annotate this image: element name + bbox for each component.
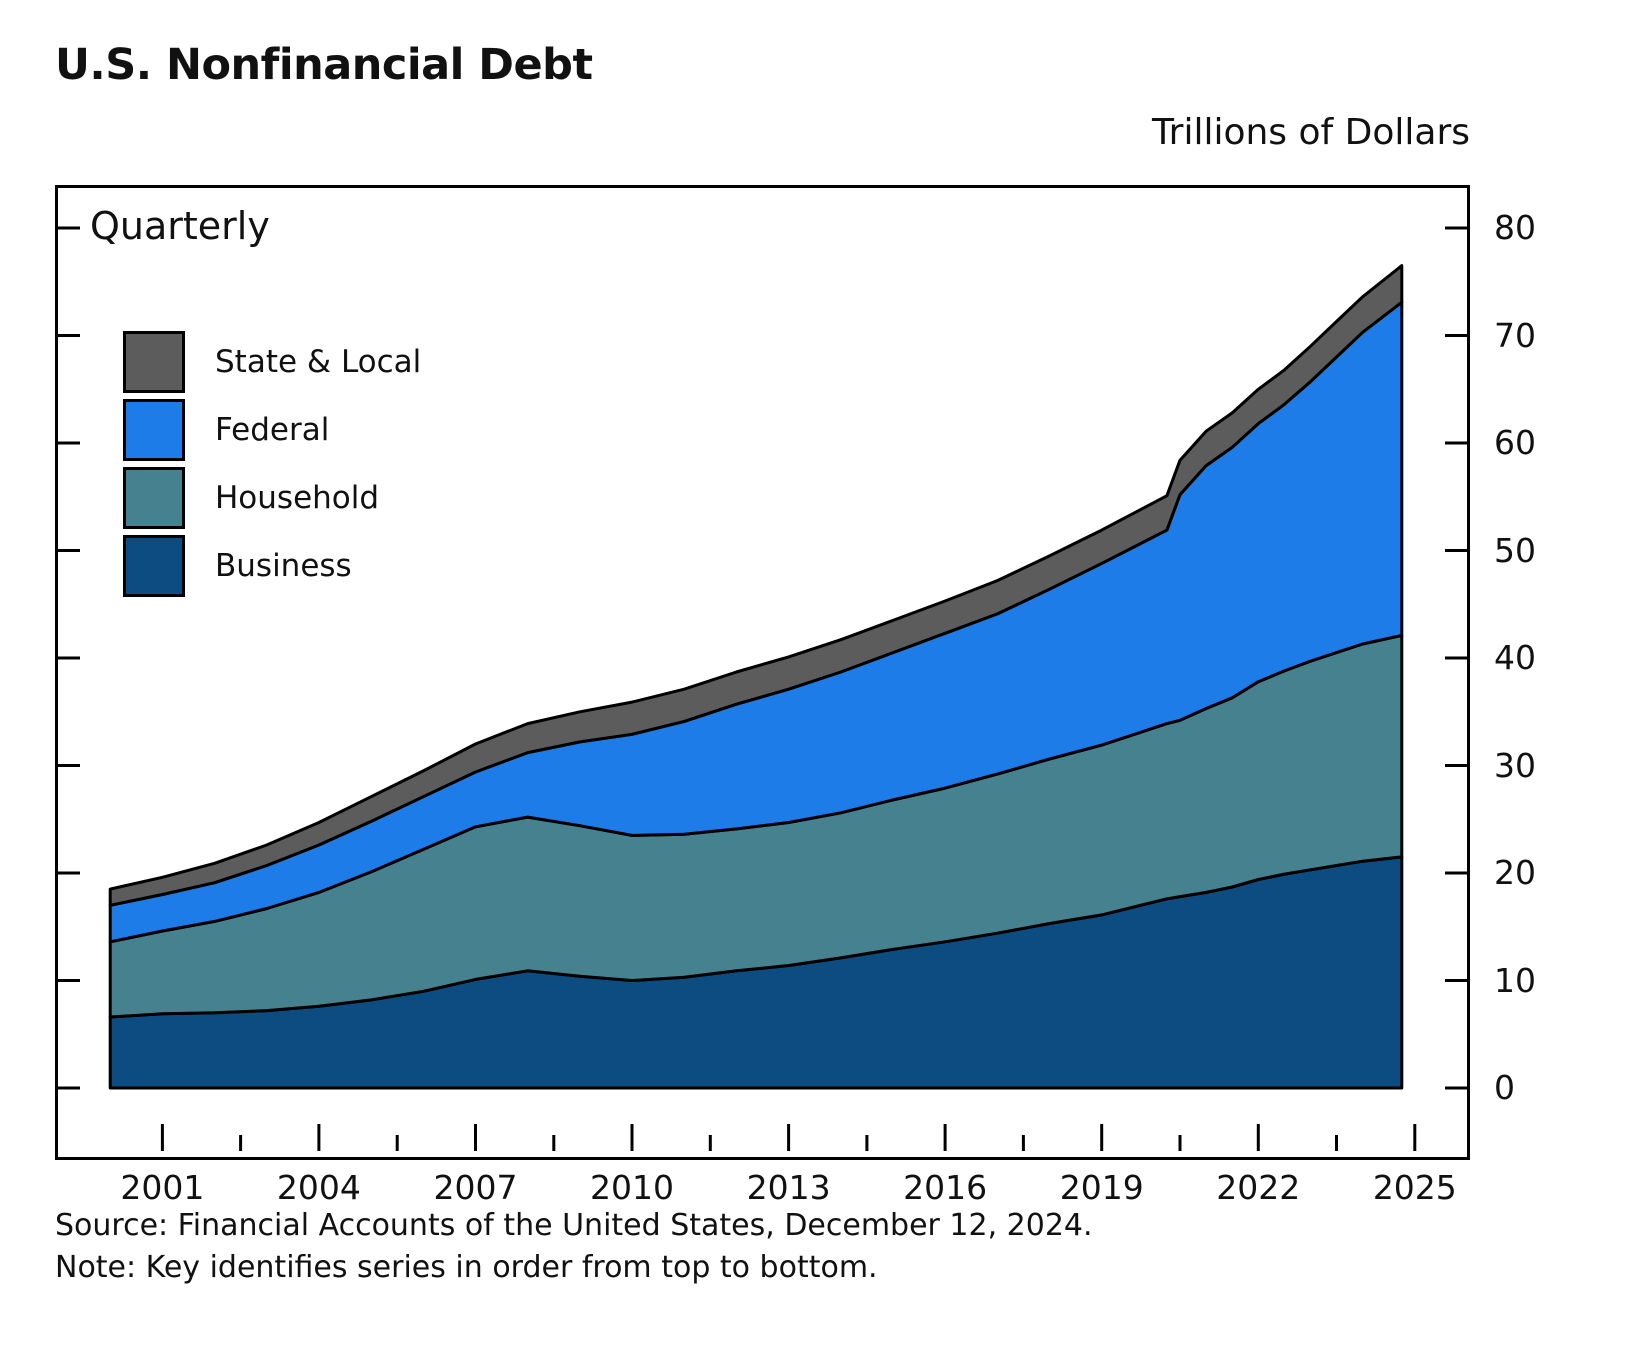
legend-item-state-local: State & Local bbox=[123, 328, 421, 396]
x-axis-label: 2007 bbox=[433, 1168, 518, 1207]
x-axis-label: 2022 bbox=[1216, 1168, 1301, 1207]
legend-swatch-federal bbox=[123, 399, 185, 461]
legend-label: Federal bbox=[215, 412, 330, 448]
y-axis-label: 80 bbox=[1494, 208, 1536, 247]
y-axis-label: 0 bbox=[1494, 1068, 1515, 1107]
x-axis-label: 2001 bbox=[120, 1168, 205, 1207]
legend-label: State & Local bbox=[215, 344, 422, 380]
y-axis-label: 40 bbox=[1494, 638, 1536, 677]
source-note: Source: Financial Accounts of the United… bbox=[55, 1208, 1093, 1243]
plot-frame: Quarterly State & Local Federal Household B… bbox=[55, 185, 1470, 1160]
stacked-area-chart bbox=[58, 226, 1467, 1151]
legend-item-business: Business bbox=[123, 532, 421, 600]
legend-swatch-household bbox=[123, 467, 185, 529]
y-axis-label: 60 bbox=[1494, 423, 1536, 462]
y-axis-label: 50 bbox=[1494, 530, 1536, 570]
legend-item-household: Household bbox=[123, 464, 421, 532]
chart-title: U.S. Nonfinancial Debt bbox=[55, 40, 593, 90]
x-axis-label: 2019 bbox=[1059, 1168, 1144, 1207]
x-axis-label: 2016 bbox=[903, 1168, 988, 1207]
x-axis-label: 2013 bbox=[746, 1168, 831, 1207]
legend-label: Business bbox=[215, 548, 352, 584]
x-axis-label: 2010 bbox=[590, 1168, 675, 1207]
frequency-label: Quarterly bbox=[90, 204, 270, 248]
y-axis-label: 30 bbox=[1494, 745, 1536, 785]
y-axis-label: 10 bbox=[1494, 960, 1536, 1000]
legend-label: Household bbox=[215, 480, 380, 516]
x-axis-label: 2004 bbox=[276, 1168, 361, 1207]
legend-swatch-state-local bbox=[123, 331, 185, 393]
y-axis-label: 20 bbox=[1494, 853, 1536, 892]
key-note: Note: Key identifies series in order fro… bbox=[55, 1250, 878, 1285]
units-label: Trillions of Dollars bbox=[1151, 112, 1470, 153]
area-state-local bbox=[108, 264, 1404, 907]
legend-item-federal: Federal bbox=[123, 396, 421, 464]
chart-legend: State & Local Federal Household Business bbox=[123, 328, 421, 600]
legend-swatch-business bbox=[123, 535, 185, 597]
x-axis-label: 2025 bbox=[1372, 1168, 1457, 1207]
y-axis-label: 70 bbox=[1494, 315, 1536, 355]
